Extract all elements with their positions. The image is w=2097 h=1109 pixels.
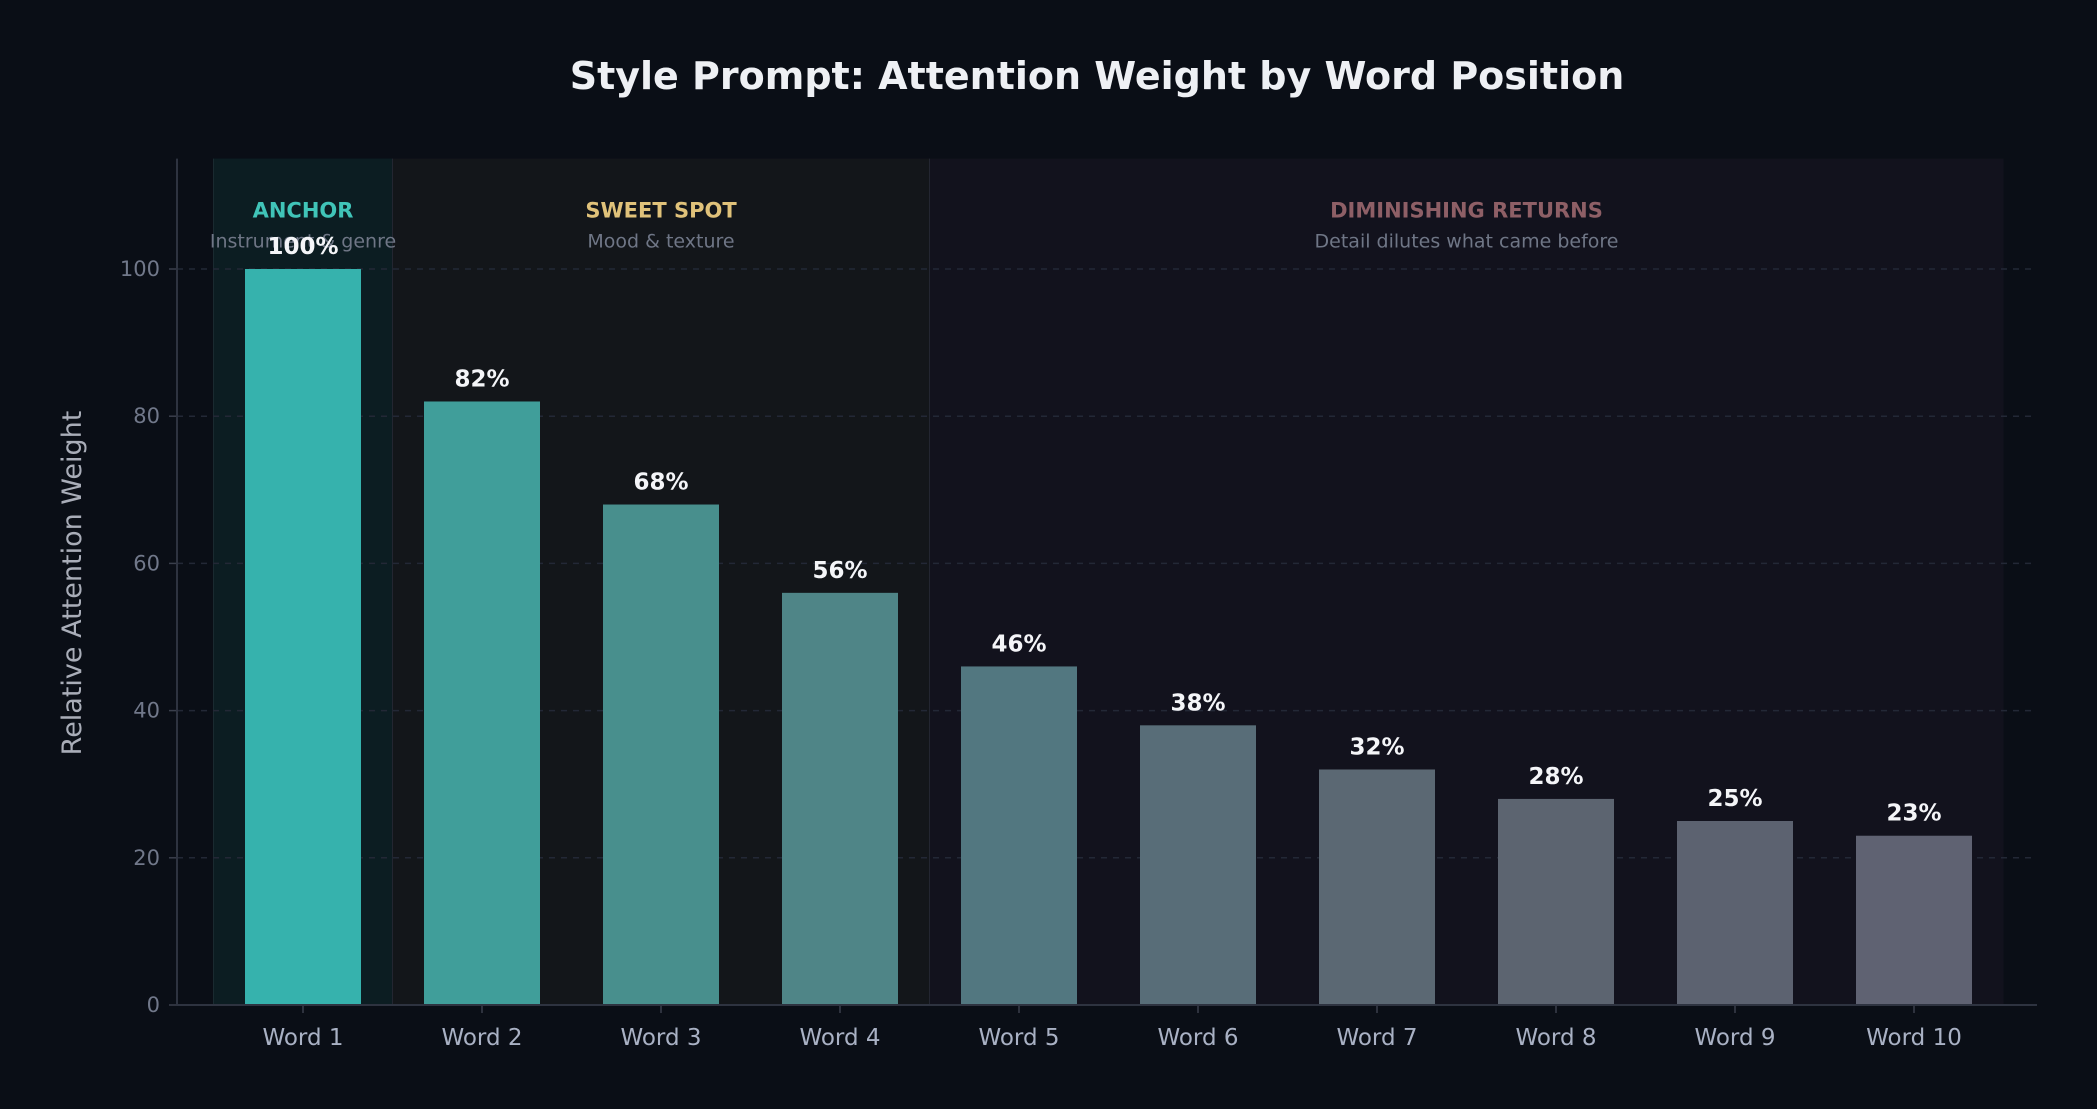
zone-title-3: DIMINISHING RETURNS bbox=[1330, 199, 1603, 223]
bar-8 bbox=[1498, 798, 1614, 1005]
bar-value-label-10: 23% bbox=[1886, 801, 1941, 827]
x-tick-label-7: Word 7 bbox=[1336, 1025, 1417, 1051]
bar-4 bbox=[782, 592, 898, 1005]
bar-value-label-8: 28% bbox=[1528, 764, 1583, 790]
y-axis-label: Relative Attention Weight bbox=[57, 411, 88, 756]
zone-title-1: ANCHOR bbox=[253, 199, 354, 223]
zone-band-3 bbox=[929, 158, 2004, 1006]
zone-title-2: SWEET SPOT bbox=[585, 199, 737, 223]
x-tick-label-6: Word 6 bbox=[1157, 1025, 1238, 1051]
bar-value-label-2: 82% bbox=[454, 366, 509, 392]
y-tick-label-60: 60 bbox=[133, 551, 160, 575]
bar-10 bbox=[1856, 835, 1972, 1005]
labels-layer: ANCHOR Instrument & genre SWEET SPOT Mood &… bbox=[210, 199, 1942, 827]
bar-7 bbox=[1319, 769, 1435, 1005]
x-tick-label-1: Word 1 bbox=[262, 1025, 343, 1051]
bar-6 bbox=[1140, 725, 1256, 1005]
bar-3 bbox=[603, 504, 719, 1005]
y-tick-label-100: 100 bbox=[120, 257, 160, 281]
zone-subtitle-1: Instrument & genre bbox=[210, 231, 396, 253]
bar-1 bbox=[245, 269, 361, 1005]
bar-value-label-1: 100% bbox=[267, 234, 338, 260]
x-tick-label-8: Word 8 bbox=[1515, 1025, 1596, 1051]
zone-subtitle-3: Detail dilutes what came before bbox=[1315, 231, 1619, 253]
y-tick-label-80: 80 bbox=[133, 404, 160, 428]
y-tick-label-0: 0 bbox=[147, 993, 160, 1017]
x-tick-label-10: Word 10 bbox=[1866, 1025, 1962, 1051]
x-tick-label-2: Word 2 bbox=[441, 1025, 522, 1051]
bar-value-label-9: 25% bbox=[1707, 786, 1762, 812]
bar-value-label-3: 68% bbox=[633, 470, 688, 496]
bar-5 bbox=[961, 666, 1077, 1005]
bar-value-label-7: 32% bbox=[1349, 734, 1404, 760]
y-tick-label-40: 40 bbox=[133, 699, 160, 723]
x-tick-label-3: Word 3 bbox=[620, 1025, 701, 1051]
chart-title: Style Prompt: Attention Weight by Word P… bbox=[570, 54, 1625, 98]
bar-9 bbox=[1677, 821, 1793, 1005]
bar-value-label-5: 46% bbox=[991, 631, 1046, 657]
bars-layer bbox=[245, 269, 1972, 1006]
bar-value-label-4: 56% bbox=[812, 558, 867, 584]
axes-layer: 0 20 40 60 80 100 Word 1 Word 2 Word 3 Word 4 Word… bbox=[120, 158, 2037, 1051]
x-tick-label-5: Word 5 bbox=[978, 1025, 1059, 1051]
zone-subtitle-2: Mood & texture bbox=[587, 231, 734, 253]
bar-value-label-6: 38% bbox=[1170, 690, 1225, 716]
x-tick-label-4: Word 4 bbox=[799, 1025, 880, 1051]
y-tick-label-20: 20 bbox=[133, 846, 160, 870]
bar-2 bbox=[424, 401, 540, 1006]
x-tick-label-9: Word 9 bbox=[1694, 1025, 1775, 1051]
